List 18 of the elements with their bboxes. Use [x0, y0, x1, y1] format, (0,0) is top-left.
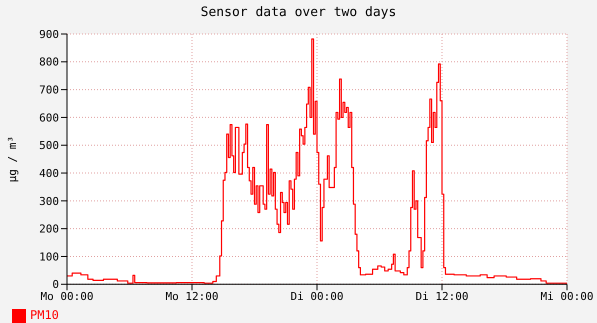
x-tick-label: Mo 12:00 — [166, 290, 218, 304]
y-axis-title: µg / m³ — [6, 136, 19, 182]
y-tick-label: 100 — [39, 250, 59, 264]
x-tick-label: Mo 00:00 — [40, 290, 94, 304]
x-tick-label: Mi 00:00 — [540, 290, 594, 304]
y-tick-label: 600 — [39, 111, 59, 124]
y-tick-label: 0 — [52, 278, 59, 292]
y-tick-label: 800 — [39, 56, 59, 69]
y-tick-label: 900 — [39, 28, 59, 41]
y-tick-label: 300 — [39, 194, 59, 208]
y-tick-label: 400 — [39, 166, 59, 180]
y-tick-label: 700 — [39, 84, 59, 97]
chart-title: Sensor data over two days — [200, 5, 398, 20]
legend-label: PM10 — [30, 308, 59, 322]
y-tick-label: 200 — [39, 222, 59, 236]
x-tick-label: Di 12:00 — [416, 290, 468, 304]
x-tick-label: Di 00:00 — [290, 290, 344, 304]
y-tick-label: 500 — [39, 139, 59, 152]
